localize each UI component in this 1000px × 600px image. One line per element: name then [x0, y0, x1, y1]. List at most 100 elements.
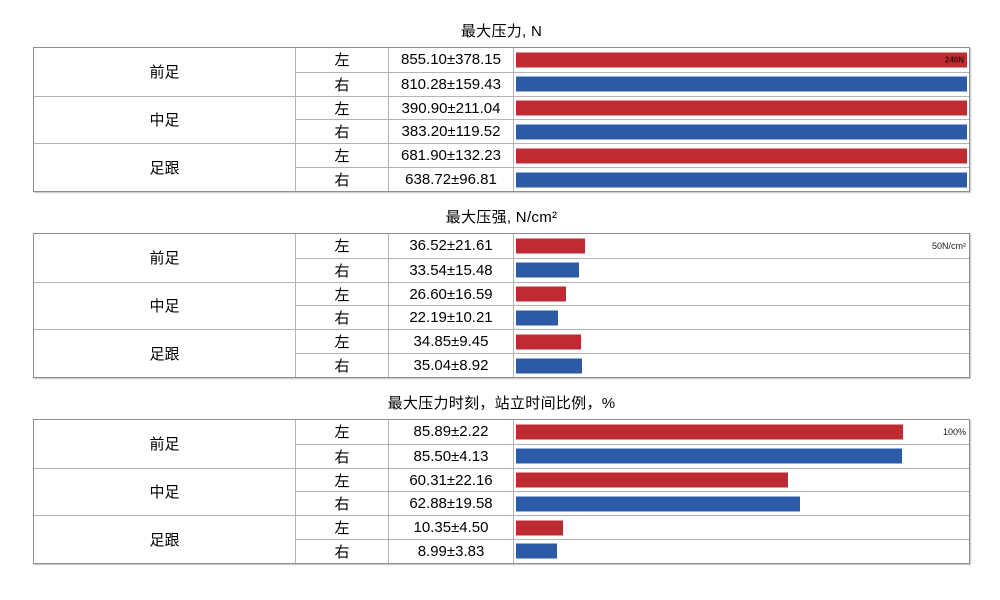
value-cell: 26.60±16.59: [388, 281, 513, 306]
left-bar: [516, 148, 967, 164]
chart-cell: [513, 539, 969, 563]
chart-cell: [513, 443, 969, 468]
value-cell: 681.90±132.23: [388, 143, 513, 168]
bar-track: [516, 73, 967, 96]
side-label-right: 右: [295, 305, 388, 330]
pressure-table-max-pressure: 前足 左 36.52±21.61 50N/cm² 右 33.54±15.48 中…: [33, 232, 970, 378]
right-bar: [516, 124, 967, 140]
bar-track: [516, 48, 967, 72]
side-label-right: 右: [295, 119, 388, 144]
side-label-left: 左: [295, 467, 388, 492]
side-label-left: 左: [295, 419, 388, 444]
axis-max-label: 100%: [942, 426, 966, 437]
chart-cell: 50N/cm²: [513, 233, 969, 258]
side-label-left: 左: [295, 143, 388, 168]
left-bar: [516, 286, 566, 302]
bar-track: [516, 540, 967, 563]
value-cell: 33.54±15.48: [388, 257, 513, 282]
region-label-midfoot: 中足: [34, 281, 295, 330]
bar-track: [516, 354, 967, 377]
value-cell: 85.50±4.13: [388, 443, 513, 468]
pressure-table-time-of-max-force: 前足 左 85.89±2.22 100% 右 85.50±4.13 中足 左 6…: [33, 418, 970, 564]
side-label-left: 左: [295, 233, 388, 258]
chart-cell: 100%: [513, 419, 969, 444]
side-label-right: 右: [295, 167, 388, 191]
bar-track: [516, 234, 967, 258]
right-bar: [516, 496, 800, 512]
chart-cell: [513, 119, 969, 144]
left-bar: [516, 100, 967, 116]
region-label-midfoot: 中足: [34, 467, 295, 516]
chart-cell: [513, 305, 969, 330]
region-label-forefoot: 前足: [149, 64, 180, 82]
right-bar: [516, 358, 582, 374]
chart-cell: [513, 95, 969, 120]
chart-cell: [513, 167, 969, 191]
side-label-left: 左: [295, 515, 388, 540]
side-label-right: 右: [295, 491, 388, 516]
value-cell: 22.19±10.21: [388, 305, 513, 330]
right-bar: [516, 448, 902, 464]
chart-cell: [513, 143, 969, 168]
right-bar: [516, 262, 579, 278]
bar-track: [516, 306, 967, 329]
side-label-left: 左: [295, 48, 388, 72]
bar-track: [516, 445, 967, 468]
bar-track: [516, 420, 967, 444]
chart-cell: 240N: [513, 48, 969, 72]
chart-cell: [513, 353, 969, 377]
right-bar: [516, 76, 967, 92]
chart-title-time-of-max-force: 最大压力时刻，站立时间比例，%: [387, 394, 616, 412]
bar-track: [516, 283, 967, 306]
value-cell: 855.10±378.15: [388, 48, 513, 72]
section-max-pressure: 最大压强, N/cm² 前足 左 36.52±21.61 50N/cm² 右 3…: [33, 206, 970, 378]
left-bar: [516, 424, 904, 440]
side-label-left: 左: [295, 95, 388, 120]
right-bar: [516, 172, 967, 188]
chart-cell: [513, 515, 969, 540]
region-label-heel: 足跟: [34, 515, 295, 563]
region-label-midfoot: 中足: [34, 95, 295, 144]
region-label-forefoot: 前足: [149, 250, 180, 268]
value-cell: 36.52±21.61: [388, 233, 513, 258]
chart-title-max-force: 最大压力, N: [460, 23, 543, 40]
chart-cell: [513, 257, 969, 282]
chart-cell: [513, 467, 969, 492]
value-cell: 85.89±2.22: [388, 419, 513, 444]
bar-track: [516, 516, 967, 539]
chart-cell: [513, 71, 969, 96]
left-bar: [516, 472, 788, 488]
value-cell: 10.35±4.50: [388, 515, 513, 540]
value-cell: 62.88±19.58: [388, 491, 513, 516]
side-label-right: 右: [295, 71, 388, 96]
side-label-right: 右: [295, 257, 388, 282]
left-bar: [516, 520, 563, 536]
axis-max-label: 50N/cm²: [931, 240, 966, 251]
bar-track: [516, 120, 967, 143]
bar-track: [516, 97, 967, 120]
chart-title-max-pressure: 最大压强, N/cm²: [445, 208, 558, 226]
region-label-heel: 足跟: [34, 143, 295, 191]
axis-max-label: 240N: [944, 55, 964, 65]
chart-cell: [513, 281, 969, 306]
value-cell: 810.28±159.43: [388, 71, 513, 96]
right-bar: [516, 310, 558, 326]
side-label-right: 右: [295, 353, 388, 377]
pressure-table-max-force: 前足 左 855.10±378.15 240N 右 810.28±159.43 …: [33, 47, 970, 192]
left-bar: [516, 334, 582, 350]
section-time-of-max-force: 最大压力时刻，站立时间比例，% 前足 左 85.89±2.22 100% 右 8…: [33, 392, 970, 564]
value-cell: 60.31±22.16: [388, 467, 513, 492]
side-label-left: 左: [295, 281, 388, 306]
bar-track: [516, 330, 967, 353]
bar-track: [516, 469, 967, 492]
region-label-forefoot: 前足: [149, 436, 180, 454]
chart-cell: [513, 329, 969, 354]
value-cell: 8.99±3.83: [388, 539, 513, 563]
side-label-right: 右: [295, 443, 388, 468]
value-cell: 34.85±9.45: [388, 329, 513, 354]
value-cell: 383.20±119.52: [388, 119, 513, 144]
chart-cell: [513, 491, 969, 516]
left-bar: [516, 52, 967, 68]
value-cell: 35.04±8.92: [388, 353, 513, 377]
bar-track: [516, 168, 967, 191]
